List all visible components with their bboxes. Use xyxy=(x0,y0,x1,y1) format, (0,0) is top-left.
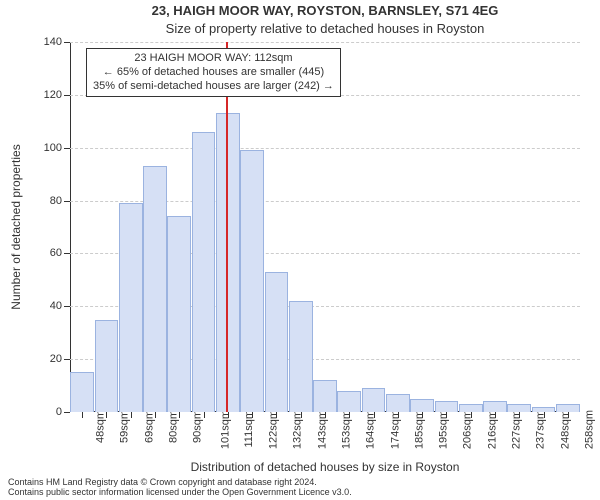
annotation-line: 35% of semi-detached houses are larger (… xyxy=(93,80,334,94)
x-tick xyxy=(204,412,205,418)
annotation-line: ← 65% of detached houses are smaller (44… xyxy=(93,66,334,80)
y-tick xyxy=(64,95,70,96)
annotation-line: 23 HAIGH MOOR WAY: 112sqm xyxy=(93,52,334,66)
x-tick xyxy=(349,412,350,418)
y-axis xyxy=(70,42,71,412)
y-tick-label: 40 xyxy=(30,300,62,312)
y-tick-label: 60 xyxy=(30,247,62,259)
y-axis-label-wrap: Number of detached properties xyxy=(8,42,24,412)
x-tick-label: 80sqm xyxy=(168,410,180,443)
bar xyxy=(507,404,531,412)
footer-line2: Contains public sector information licen… xyxy=(8,488,592,498)
chart-subtitle: Size of property relative to detached ho… xyxy=(60,22,590,37)
bar xyxy=(192,132,216,412)
bar xyxy=(289,301,313,412)
x-tick xyxy=(374,412,375,418)
reference-line xyxy=(226,42,228,412)
x-tick xyxy=(519,412,520,418)
x-tick xyxy=(398,412,399,418)
bar xyxy=(483,401,507,412)
x-axis-label: Distribution of detached houses by size … xyxy=(70,460,580,474)
x-tick xyxy=(446,412,447,418)
y-tick-label: 20 xyxy=(30,353,62,365)
x-tick xyxy=(228,412,229,418)
x-tick-label: 132sqm xyxy=(292,410,304,449)
x-tick xyxy=(106,412,107,418)
x-tick-label: 237sqm xyxy=(535,410,547,449)
y-tick xyxy=(64,412,70,413)
x-tick-label: 122sqm xyxy=(268,410,280,449)
y-tick-label: 0 xyxy=(30,406,62,418)
bar xyxy=(337,391,361,412)
footer: Contains HM Land Registry data © Crown c… xyxy=(8,478,592,498)
x-tick-label: 153sqm xyxy=(341,410,353,449)
x-tick-label: 59sqm xyxy=(119,410,131,443)
bar xyxy=(435,401,459,412)
x-tick-label: 227sqm xyxy=(511,410,523,449)
y-tick-label: 80 xyxy=(30,195,62,207)
x-tick-label: 216sqm xyxy=(486,410,498,449)
bar xyxy=(119,203,143,412)
x-tick xyxy=(568,412,569,418)
y-tick xyxy=(64,253,70,254)
x-tick xyxy=(495,412,496,418)
bar xyxy=(240,150,264,412)
x-tick xyxy=(179,412,180,418)
x-tick xyxy=(82,412,83,418)
bar xyxy=(143,166,167,412)
bar xyxy=(313,380,337,412)
x-tick-label: 101sqm xyxy=(219,410,231,449)
bar xyxy=(216,113,240,412)
gridline xyxy=(70,148,580,149)
y-tick xyxy=(64,42,70,43)
gridline xyxy=(70,42,580,43)
x-tick xyxy=(155,412,156,418)
y-tick xyxy=(64,359,70,360)
x-tick-label: 195sqm xyxy=(438,410,450,449)
x-tick-label: 143sqm xyxy=(316,410,328,449)
x-tick-label: 206sqm xyxy=(462,410,474,449)
x-tick xyxy=(544,412,545,418)
x-tick-label: 90sqm xyxy=(192,410,204,443)
x-tick xyxy=(422,412,423,418)
bar xyxy=(95,320,119,413)
x-tick-label: 48sqm xyxy=(95,410,107,443)
x-tick xyxy=(276,412,277,418)
y-tick-label: 120 xyxy=(30,89,62,101)
x-tick xyxy=(301,412,302,418)
x-tick-label: 164sqm xyxy=(365,410,377,449)
x-tick-label: 248sqm xyxy=(559,410,571,449)
x-tick xyxy=(325,412,326,418)
y-axis-label: Number of detached properties xyxy=(9,144,23,309)
bar xyxy=(386,394,410,413)
bar xyxy=(265,272,289,412)
x-tick-label: 174sqm xyxy=(389,410,401,449)
x-tick xyxy=(471,412,472,418)
bar xyxy=(556,404,580,412)
chart-container: 23, HAIGH MOOR WAY, ROYSTON, BARNSLEY, S… xyxy=(0,0,600,500)
y-tick xyxy=(64,201,70,202)
x-tick xyxy=(252,412,253,418)
annotation-box: 23 HAIGH MOOR WAY: 112sqm← 65% of detach… xyxy=(86,48,341,97)
y-tick-label: 100 xyxy=(30,142,62,154)
bar xyxy=(459,404,483,412)
x-tick-label: 69sqm xyxy=(143,410,155,443)
y-tick xyxy=(64,306,70,307)
bar xyxy=(70,372,94,412)
bar xyxy=(362,388,386,412)
x-tick-label: 185sqm xyxy=(413,410,425,449)
bar xyxy=(410,399,434,412)
x-tick-label: 258sqm xyxy=(583,410,595,449)
bar xyxy=(167,216,191,412)
y-tick-label: 140 xyxy=(30,36,62,48)
y-tick xyxy=(64,148,70,149)
x-tick xyxy=(131,412,132,418)
plot-area: 02040608010012014048sqm59sqm69sqm80sqm90… xyxy=(70,42,580,412)
chart-title: 23, HAIGH MOOR WAY, ROYSTON, BARNSLEY, S… xyxy=(60,4,590,19)
